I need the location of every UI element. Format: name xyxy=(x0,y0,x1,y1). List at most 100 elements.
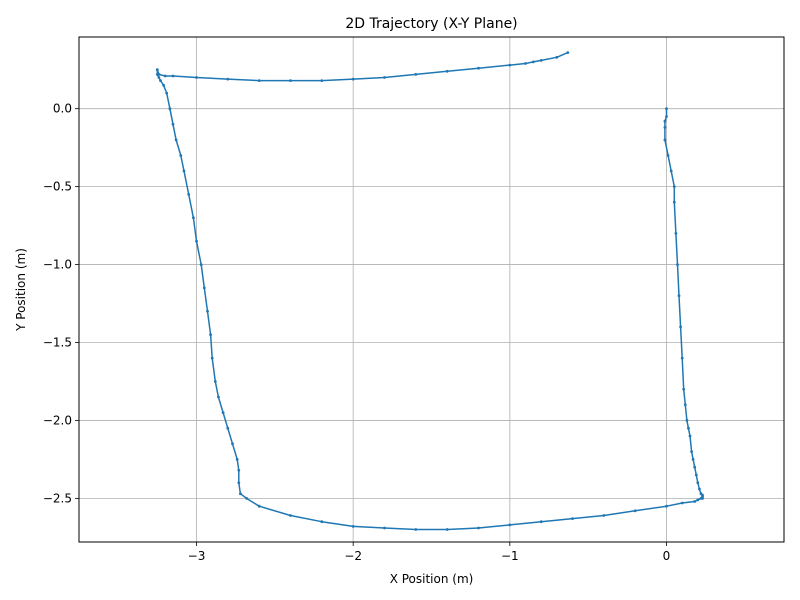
trajectory-point xyxy=(155,68,159,72)
trajectory-point xyxy=(383,526,386,530)
trajectory-point xyxy=(195,76,198,79)
trajectory-point xyxy=(165,91,169,95)
trajectory-point xyxy=(555,55,559,59)
chart-title: 2D Trajectory (X-Y Plane) xyxy=(345,16,517,32)
trajectory-point xyxy=(663,138,667,142)
trajectory-point xyxy=(508,523,512,527)
trajectory-point xyxy=(445,528,449,531)
trajectory-point xyxy=(289,79,292,82)
trajectory-point xyxy=(674,232,678,235)
trajectory-point xyxy=(414,73,418,76)
trajectory-point xyxy=(168,107,172,111)
trajectory-point xyxy=(666,154,670,157)
trajectory-point xyxy=(383,76,386,79)
trajectory-point xyxy=(477,526,480,530)
trajectory-point xyxy=(171,122,175,126)
series-layer xyxy=(155,51,704,531)
trajectory-point xyxy=(320,79,324,82)
x-tick-label: −1 xyxy=(501,549,519,563)
trajectory-point xyxy=(571,517,574,520)
trajectory-point xyxy=(414,528,418,531)
x-tick-label: 0 xyxy=(663,549,671,563)
trajectory-point xyxy=(683,403,687,407)
trajectory-point xyxy=(699,497,703,500)
x-axis-label: X Position (m) xyxy=(390,572,474,586)
trajectory-point xyxy=(508,63,512,67)
trajectory-point xyxy=(696,498,700,502)
trajectory-point xyxy=(163,74,167,78)
y-tick-label: −2.0 xyxy=(43,413,72,427)
trajectory-point xyxy=(221,411,225,414)
trajectory-point xyxy=(179,154,183,157)
y-tick-label: −2.5 xyxy=(43,491,72,505)
trajectory-point xyxy=(665,115,668,118)
trajectory-point xyxy=(691,458,695,461)
trajectory-point xyxy=(676,263,679,266)
trajectory-point xyxy=(174,138,178,142)
trajectory-point xyxy=(539,520,543,524)
trajectory-point xyxy=(669,169,673,173)
y-axis-label: Y Position (m) xyxy=(14,248,28,332)
trajectory-point xyxy=(633,509,637,513)
trajectory-point xyxy=(665,504,668,508)
trajectory-point xyxy=(257,504,261,508)
trajectory-point xyxy=(192,216,195,220)
trajectory-point xyxy=(162,83,166,87)
trajectory-point xyxy=(663,126,667,129)
trajectory-point xyxy=(680,501,684,505)
trajectory-point xyxy=(226,426,230,430)
trajectory-point xyxy=(213,380,217,383)
trajectory-point xyxy=(688,434,692,438)
trajectory-point xyxy=(680,356,684,360)
trajectory-point xyxy=(672,200,676,204)
x-tick-label: −2 xyxy=(344,549,362,563)
trajectory-point xyxy=(351,525,355,528)
trajectory-point xyxy=(672,185,676,189)
trajectory-point xyxy=(199,263,203,266)
trajectory-point xyxy=(539,59,543,62)
trajectory-point xyxy=(665,107,668,111)
trajectory-point xyxy=(171,74,175,78)
plot-area-frame xyxy=(78,36,785,543)
trajectory-point xyxy=(257,79,261,82)
grid-lines xyxy=(79,37,784,542)
x-tick-label: −3 xyxy=(188,549,206,563)
trajectory-point xyxy=(694,473,698,477)
trajectory-point xyxy=(685,419,689,422)
trajectory-point xyxy=(351,77,355,81)
trajectory-point xyxy=(226,77,230,81)
trajectory-point xyxy=(159,79,162,82)
trajectory-point xyxy=(237,481,241,485)
trajectory-point xyxy=(202,286,206,290)
trajectory-point xyxy=(693,465,697,469)
trajectory-point xyxy=(687,426,690,430)
trajectory-point xyxy=(217,395,220,399)
trajectory-point xyxy=(682,387,686,391)
trajectory-point xyxy=(690,450,693,453)
trajectory-point xyxy=(663,119,667,123)
trajectory-point xyxy=(320,520,324,524)
trajectory-point xyxy=(195,239,198,243)
trajectory-point xyxy=(445,69,449,73)
trajectory-point xyxy=(209,333,213,337)
trajectory-point xyxy=(698,487,701,491)
trajectory-point xyxy=(696,481,700,485)
y-tick-label: −1.0 xyxy=(43,258,72,272)
trajectory-point xyxy=(679,325,682,329)
trajectory-point xyxy=(239,492,242,496)
y-tick-label: 0.0 xyxy=(53,102,72,116)
trajectory-point xyxy=(566,51,570,54)
trajectory-point xyxy=(602,514,606,517)
trajectory-point xyxy=(531,60,535,64)
trajectory-point xyxy=(182,169,186,173)
axis-ticks: −3 −2 −1 0 0.0 −0.5 −1.0 −1.5 −2.0 −2.5 xyxy=(43,102,670,563)
trajectory-point xyxy=(524,62,527,65)
trajectory-point xyxy=(187,193,191,196)
trajectory-point xyxy=(206,309,209,313)
y-tick-label: −0.5 xyxy=(43,180,72,194)
trajectory-point xyxy=(210,356,214,360)
trajectory-point xyxy=(477,66,480,70)
trajectory-point xyxy=(231,442,234,446)
